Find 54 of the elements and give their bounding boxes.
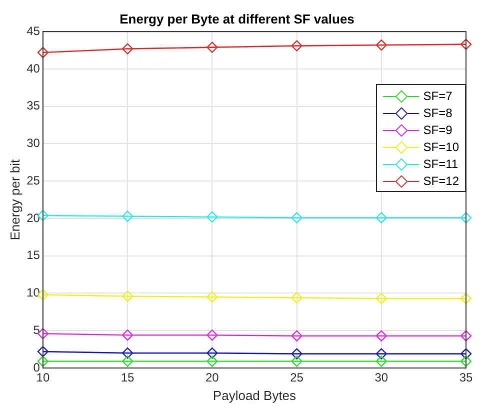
x-tick-label: 20 [205, 370, 220, 385]
y-tick-label: 0 [33, 360, 40, 374]
point [460, 330, 472, 342]
point [122, 43, 134, 54]
y-tick-label: 40 [26, 61, 40, 76]
x-tick-label: 25 [290, 370, 304, 385]
y-tick-label: 15 [26, 248, 40, 262]
point [376, 348, 387, 360]
point [206, 356, 218, 367]
point [206, 42, 218, 53]
point [122, 330, 134, 341]
point [122, 210, 134, 222]
point [122, 347, 134, 359]
point [122, 290, 134, 302]
point [122, 356, 134, 367]
point [206, 347, 218, 359]
y-axis-title: Energy per bit [7, 158, 22, 240]
point [291, 212, 302, 224]
legend-label: SF=12 [423, 174, 459, 188]
point [376, 39, 387, 51]
point [291, 356, 302, 367]
legend-label: SF=8 [423, 106, 452, 120]
x-tick-label: 35 [459, 370, 473, 385]
point [206, 330, 218, 341]
x-axis-title: Payload Bytes [212, 388, 297, 403]
point [206, 211, 218, 223]
chart-title: Energy per Byte at different SF values [120, 11, 354, 26]
point [291, 330, 302, 342]
point [376, 212, 387, 224]
y-tick-label: 45 [26, 24, 40, 38]
y-tick-label: 30 [26, 136, 40, 150]
legend-label: SF=10 [423, 140, 459, 154]
point [376, 330, 387, 342]
point [460, 38, 472, 50]
y-tick-label: 25 [26, 173, 40, 188]
point [460, 356, 472, 367]
point [460, 212, 472, 224]
point [460, 348, 472, 360]
legend-label: SF=11 [423, 156, 458, 170]
point [291, 348, 302, 360]
point [376, 292, 387, 304]
point [460, 292, 472, 304]
point [376, 356, 387, 367]
point [291, 292, 302, 304]
legend-label: SF=9 [423, 122, 452, 136]
point [37, 346, 49, 358]
legend-label: SF=7 [423, 88, 452, 102]
y-tick-label: 35 [26, 98, 40, 113]
x-tick-label: 30 [374, 370, 388, 385]
x-tick-label: 15 [120, 370, 135, 385]
point [37, 46, 49, 58]
point [206, 291, 218, 303]
y-tick-label: 20 [26, 210, 40, 225]
point [291, 40, 302, 52]
